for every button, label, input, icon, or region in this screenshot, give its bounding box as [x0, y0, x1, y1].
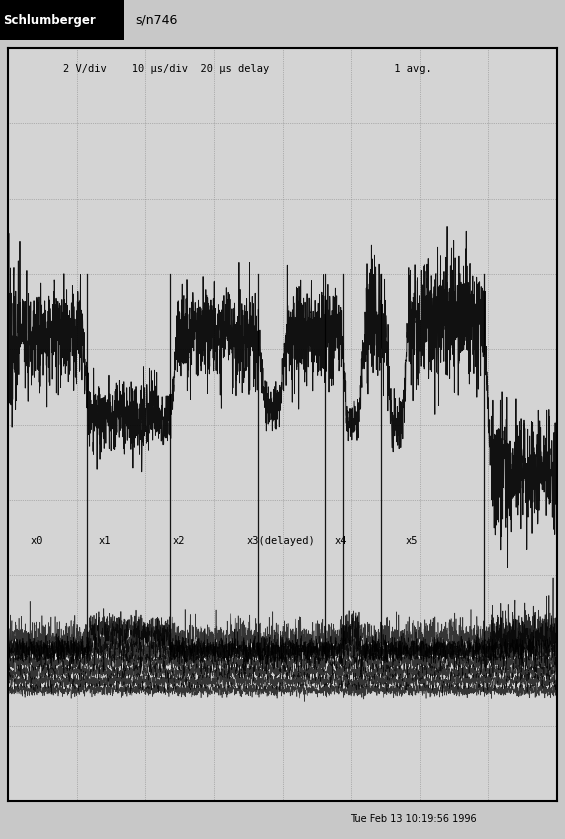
Text: x1: x1 [99, 536, 111, 546]
Text: Tue Feb 13 10:19:56 1996: Tue Feb 13 10:19:56 1996 [350, 814, 477, 824]
Text: x5: x5 [406, 536, 418, 546]
Text: x3(delayed): x3(delayed) [247, 536, 316, 546]
Text: Schlumberger: Schlumberger [3, 13, 95, 27]
Text: 2 V/div    10 μs/div  20 μs delay                    1 avg.: 2 V/div 10 μs/div 20 μs delay 1 avg. [63, 65, 432, 75]
Text: x0: x0 [31, 536, 43, 546]
Text: x4: x4 [334, 536, 347, 546]
Bar [0, 0, 124, 40]
Text: s/n746: s/n746 [136, 13, 178, 27]
Text: x2: x2 [173, 536, 185, 546]
